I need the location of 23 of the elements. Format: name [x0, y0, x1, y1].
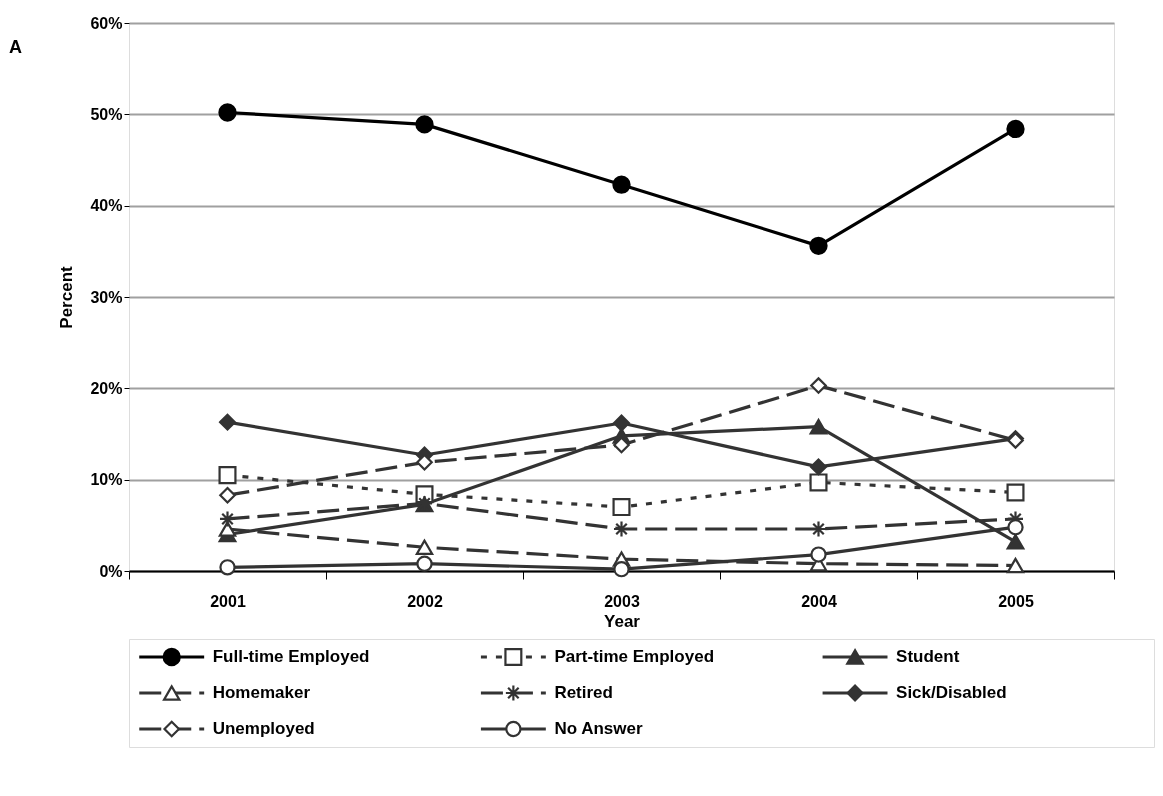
legend-label: Part-time Employed — [554, 647, 715, 666]
legend-label: Full-time Employed — [212, 647, 370, 666]
y-tick-label: 40% — [90, 197, 123, 215]
legend-label: Unemployed — [212, 719, 315, 738]
x-tick-label: 2001 — [210, 592, 246, 610]
y-tick-label: 50% — [90, 105, 123, 123]
x-tick-label: 2004 — [801, 592, 837, 610]
x-tick-label: 2002 — [407, 592, 443, 610]
y-tick-label: 20% — [90, 379, 123, 397]
legend-label: No Answer — [554, 719, 643, 738]
text: A — [9, 37, 22, 57]
x-tick-label: 2003 — [604, 592, 640, 610]
y-tick-label: 60% — [90, 14, 123, 32]
y-tick-label: 0% — [99, 562, 123, 580]
legend-label: Retired — [554, 683, 613, 702]
y-tick-label: 10% — [90, 471, 123, 489]
legend-label: Student — [896, 647, 960, 666]
y-axis-title: Percent — [57, 265, 77, 329]
y-tick-label: 30% — [90, 288, 123, 306]
legend-label: Sick/Disabled — [896, 683, 1007, 702]
x-tick-label: 2005 — [998, 592, 1034, 610]
legend-label: Homemaker — [212, 683, 311, 702]
x-axis-title: Year — [604, 611, 641, 631]
